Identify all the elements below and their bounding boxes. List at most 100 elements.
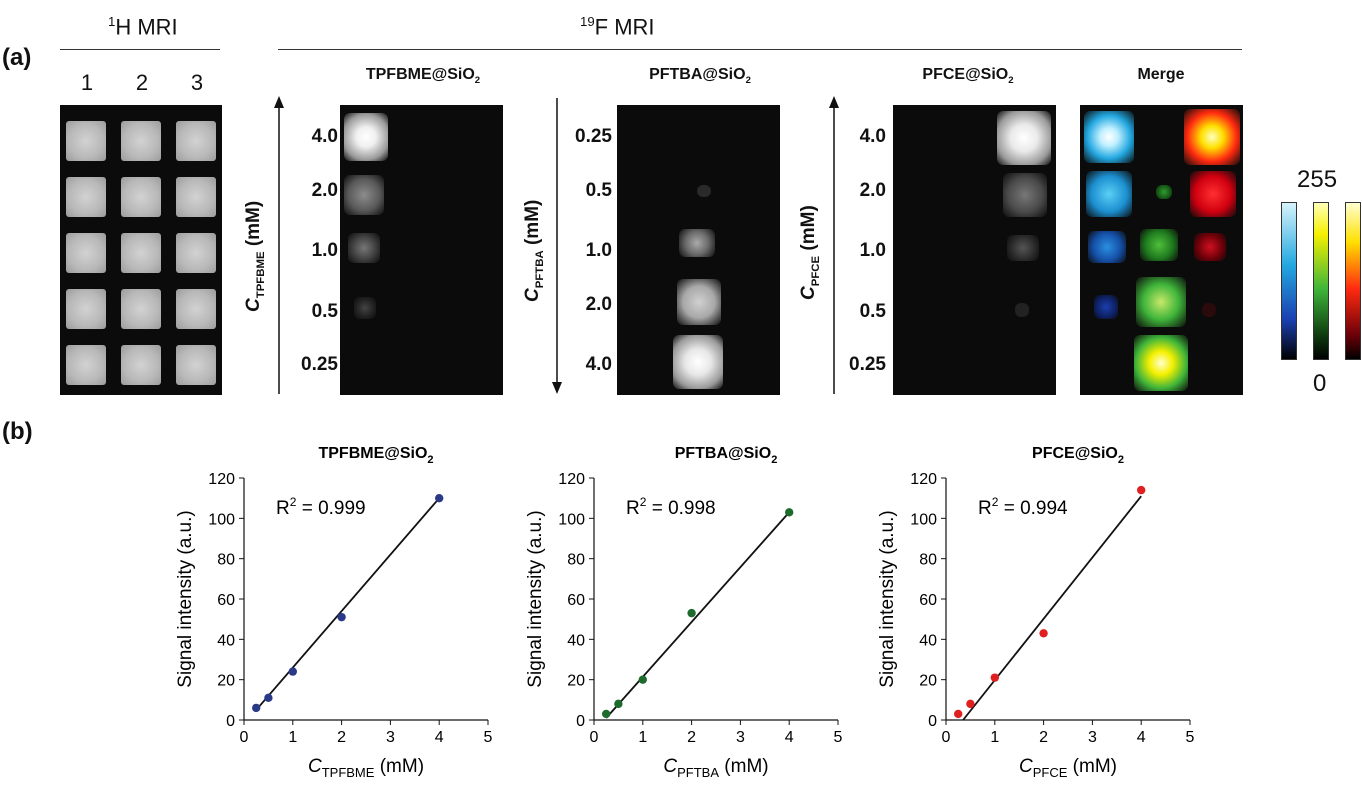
tpfbme-panel-title: TPFBME@SiO2 [365,66,481,87]
tpfbme-conc-label: 0.25 [301,354,338,375]
y-axis-label: Signal intensity (a.u.) [877,510,898,687]
data-point [288,667,297,676]
column-number-3: 3 [190,70,204,95]
fit-line [255,497,440,711]
y-axis-label: Signal intensity (a.u.) [175,510,196,687]
y-tick-label: 60 [919,592,937,609]
pfce-conc-label: 4.0 [859,126,886,147]
y-tick-label: 80 [567,552,585,569]
colorbar-blue [1281,202,1297,360]
pftba-conc-label: 4.0 [585,354,612,375]
pfce-conc-label: 0.5 [859,301,886,322]
x-tick-label: 4 [1137,729,1146,746]
x-tick-label: 2 [1039,729,1048,746]
y-tick-label: 120 [558,471,585,488]
data-point [614,699,623,709]
x-tick-label: 3 [386,729,395,746]
panel-a-label: (a) [2,44,32,71]
x-tick-label: 2 [687,729,696,746]
pfce-conc-label: 1.0 [859,240,886,261]
x-axis-label: CPFCE (mM) [1019,756,1117,780]
y-axis-label: Signal intensity (a.u.) [525,510,546,687]
f-mri-divider [278,49,1242,50]
y-tick-label: 40 [567,632,585,649]
pfce-conc-label: 2.0 [859,180,886,201]
pftba-arrow-icon [552,98,562,394]
x-tick-label: 5 [834,729,843,746]
data-point [687,608,696,618]
data-point [990,673,999,682]
tpfbme-chart: TPFBME@SiO2 0 1 2 3 4 5 0 20 40 60 80 100 120 Signal i… [175,445,493,780]
column-number-1: 1 [80,70,94,95]
y-tick-label: 20 [919,673,937,690]
pfce-mri-image [893,105,1056,395]
tpfbme-arrow-icon [274,96,284,394]
tpfbme-axis-label: CTPFBME (mM) [243,200,267,312]
x-tick-label: 1 [990,729,999,746]
f-mri-header: 19F MRI [580,14,655,40]
chart-title: PFCE@SiO2 [1032,445,1124,466]
pftba-conc-label: 0.5 [585,180,612,201]
merge-image [1080,105,1243,395]
tpfbme-conc-label: 4.0 [311,126,338,147]
r-squared-annotation: R2 = 0.999 [276,495,366,519]
tpfbme-conc-label: 2.0 [311,180,338,201]
x-axis-label: CPFTBA (mM) [663,756,768,780]
chart-title: PFTBA@SiO2 [675,445,778,466]
x-tick-label: 3 [1088,729,1097,746]
y-tick-label: 80 [217,552,235,569]
y-tick-label: 20 [567,673,585,690]
r-squared-annotation: R2 = 0.994 [978,495,1068,519]
y-tick-label: 40 [919,632,937,649]
pftba-conc-label: 0.25 [575,126,612,147]
x-tick-label: 1 [638,729,647,746]
y-tick-label: 40 [217,632,235,649]
colorbar-red [1345,202,1361,360]
panel-b-label: (b) [2,418,33,445]
x-tick-label: 5 [1186,729,1195,746]
x-tick-label: 1 [288,729,297,746]
pfce-axis-label: CPFCE (mM) [798,205,822,300]
pfce-arrow-icon [829,96,839,394]
pftba-conc-label: 2.0 [585,294,612,315]
y-tick-label: 0 [928,713,937,730]
x-axis-label: CTPFBME (mM) [308,756,424,780]
h-mri-header: 1H MRI [108,14,178,40]
colorbar-green [1313,202,1329,360]
fit-line [962,495,1142,721]
chart-title: TPFBME@SiO2 [318,445,433,466]
y-tick-label: 60 [567,592,585,609]
pfce-panel-title: PFCE@SiO2 [922,66,1014,87]
x-tick-label: 2 [337,729,346,746]
colorbar-max-label: 255 [1297,166,1338,193]
pftba-mri-image [617,105,780,395]
y-tick-label: 100 [558,511,585,528]
x-tick-label: 0 [590,729,599,746]
x-tick-label: 3 [736,729,745,746]
pftba-panel-title: PFTBA@SiO2 [649,66,751,87]
y-tick-label: 120 [208,471,235,488]
pftba-conc-label: 1.0 [585,240,612,261]
y-tick-label: 100 [208,511,235,528]
data-point [435,493,444,503]
data-point [966,699,975,709]
data-point [252,703,261,713]
x-tick-label: 4 [435,729,444,746]
fit-line [605,511,790,719]
data-point [785,508,794,517]
x-tick-label: 5 [484,729,493,746]
y-tick-label: 0 [226,713,235,730]
data-point [1039,629,1048,638]
pfce-chart: PFCE@SiO2 0 1 2 3 4 5 0 20 40 60 80 100 120 Signal int… [877,445,1195,780]
x-tick-label: 0 [942,729,951,746]
merge-panel-title: Merge [1137,66,1185,83]
y-tick-label: 100 [910,511,937,528]
y-tick-label: 60 [217,592,235,609]
y-tick-label: 80 [919,552,937,569]
tpfbme-conc-label: 1.0 [311,240,338,261]
x-tick-label: 4 [785,729,794,746]
y-tick-label: 0 [576,713,585,730]
data-point [602,709,611,719]
data-point [638,675,647,684]
tpfbme-conc-label: 0.5 [311,301,338,322]
